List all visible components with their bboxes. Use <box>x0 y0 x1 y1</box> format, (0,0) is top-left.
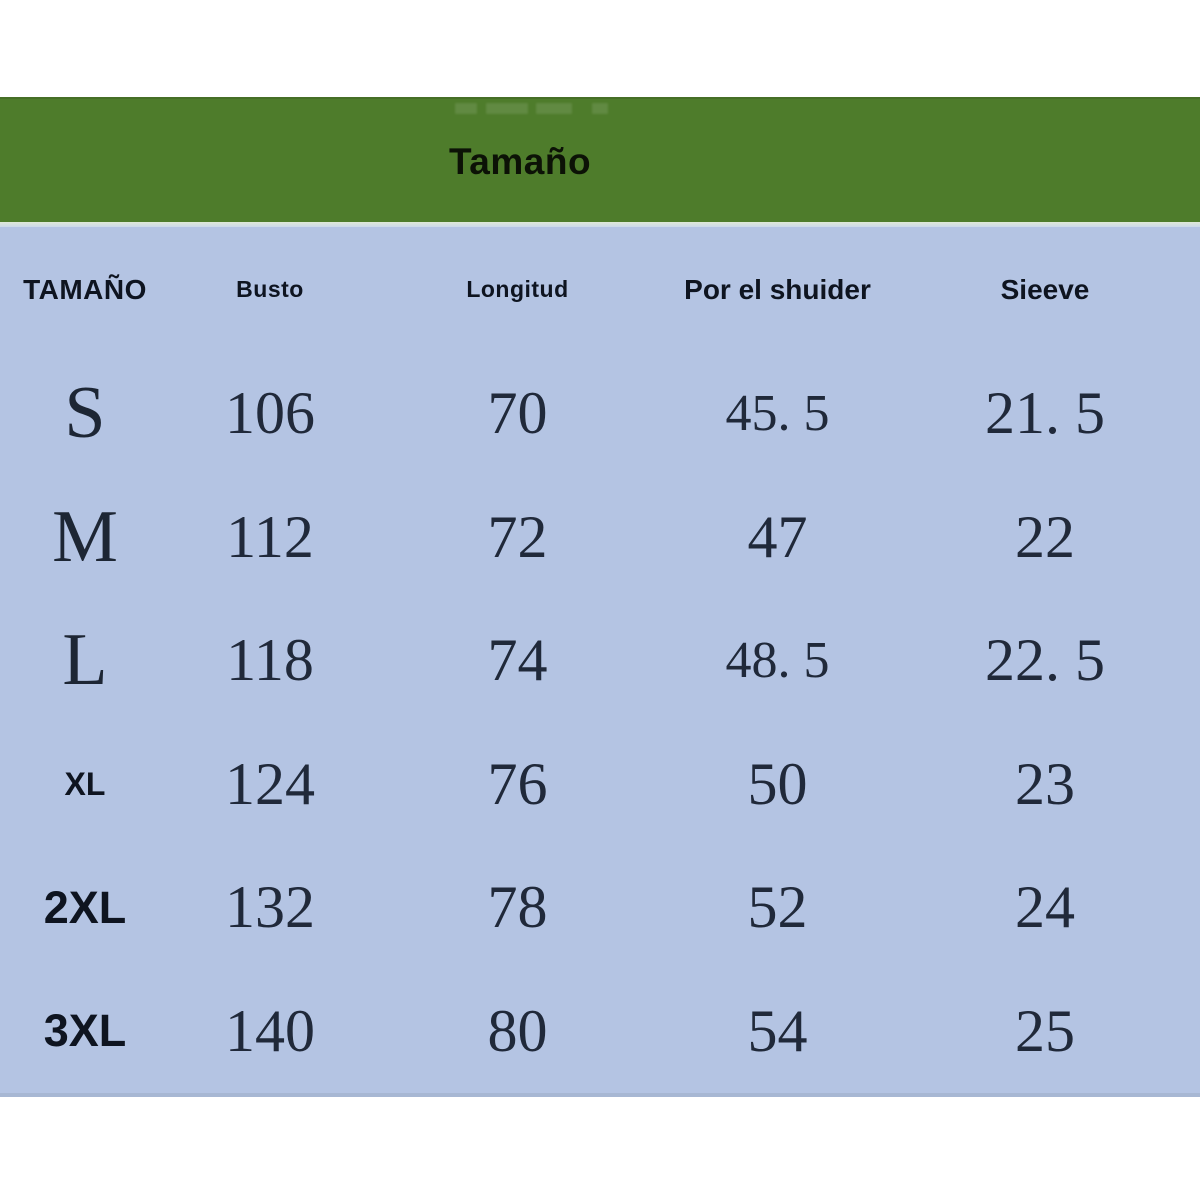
table-cell: 52 <box>747 874 808 941</box>
table-cell: 124 <box>225 750 315 817</box>
column-header-length: Longitud <box>466 276 569 302</box>
table-cell: 132 <box>225 874 315 941</box>
table-cell: 80 <box>487 997 548 1064</box>
title-banner: Tamaño <box>0 97 1200 224</box>
table-cell: 74 <box>487 627 548 694</box>
table-cell: 23 <box>1015 750 1075 817</box>
size-label-m: M <box>52 495 118 578</box>
column-header-bust: Busto <box>236 276 304 302</box>
table-cell: 140 <box>225 997 315 1064</box>
table-cell: 45. 5 <box>725 385 830 443</box>
table-cell: 25 <box>1015 997 1075 1064</box>
banner-table-divider <box>0 222 1200 227</box>
size-label-xl: XL <box>64 765 106 802</box>
column-header-shoulder: Por el shuider <box>684 273 871 305</box>
watermark-blot <box>536 103 572 114</box>
watermark-blot <box>455 103 477 114</box>
table-cell: 21. 5 <box>985 380 1105 447</box>
size-label-2xl: 2XL <box>43 881 127 933</box>
size-label-l: L <box>62 619 108 702</box>
watermark-blot <box>486 103 528 114</box>
size-table: TAMAÑO Busto Longitud Por el shuider Sie… <box>0 227 1200 1097</box>
table-cell: 106 <box>225 380 315 447</box>
table-cell: 54 <box>747 997 808 1064</box>
table-cell: 47 <box>747 503 808 570</box>
page-title: Tamaño <box>448 140 592 182</box>
table-cell: 24 <box>1015 874 1075 941</box>
table-cell: 112 <box>226 503 314 570</box>
size-label-3xl: 3XL <box>43 1005 127 1057</box>
table-cell: 70 <box>487 380 548 447</box>
table-cell: 76 <box>487 750 548 817</box>
table-cell: 118 <box>226 627 314 694</box>
watermark-blot <box>592 103 608 114</box>
table-cell: 22. 5 <box>985 627 1105 694</box>
table-cell: 50 <box>747 750 808 817</box>
table-cell: 22 <box>1015 503 1075 570</box>
size-label-s: S <box>64 372 106 455</box>
table-cell: 48. 5 <box>725 632 830 690</box>
column-header-size: TAMAÑO <box>23 273 147 305</box>
column-header-sleeve: Sieeve <box>1000 273 1090 305</box>
table-cell: 78 <box>487 874 548 941</box>
table-cell: 72 <box>487 503 548 570</box>
